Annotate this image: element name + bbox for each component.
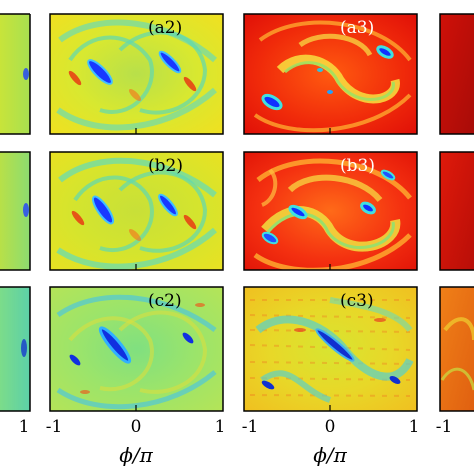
panel-c1 bbox=[0, 286, 31, 412]
x-tick-col2-0: 0 bbox=[131, 417, 142, 437]
panel-b4 bbox=[439, 151, 474, 271]
panel-label-a2: (a2) bbox=[148, 18, 182, 38]
panel-c2: (c2) bbox=[49, 286, 224, 412]
x-tick-col3-0: 0 bbox=[325, 417, 336, 437]
panel-c3: (c3) bbox=[243, 286, 418, 412]
panel-a3: (a3) bbox=[243, 13, 418, 135]
x-tick-col2-minus1: -1 bbox=[46, 417, 63, 437]
x-tick-col4-minus1: -1 bbox=[436, 417, 453, 437]
x-axis-label-col2: ϕ/π bbox=[119, 443, 153, 467]
panel-b2: (b2) bbox=[49, 151, 224, 271]
panel-label-c2: (c2) bbox=[148, 291, 182, 311]
panel-b1 bbox=[0, 151, 31, 271]
x-tick-col2-1: 1 bbox=[215, 417, 226, 437]
tick-marks bbox=[135, 128, 331, 411]
x-tick-col1-1: 1 bbox=[19, 417, 30, 437]
x-tick-col3-1: 1 bbox=[409, 417, 420, 437]
x-tick-col3-minus1: -1 bbox=[242, 417, 259, 437]
panel-label-c3: (c3) bbox=[340, 291, 374, 311]
panel-label-b3: (b3) bbox=[340, 156, 375, 176]
panel-a1 bbox=[0, 13, 31, 135]
x-tick-labels: 1 -1 0 1 -1 0 1 -1 bbox=[19, 417, 453, 437]
panel-b3: (b3) bbox=[243, 151, 418, 271]
panel-label-a3: (a3) bbox=[340, 18, 374, 38]
x-axis-label-col3: ϕ/π bbox=[313, 443, 347, 467]
panel-a2: (a2) bbox=[49, 13, 224, 135]
panel-a4 bbox=[439, 13, 474, 135]
panel-label-b2: (b2) bbox=[148, 156, 183, 176]
panel-c4 bbox=[439, 286, 474, 412]
